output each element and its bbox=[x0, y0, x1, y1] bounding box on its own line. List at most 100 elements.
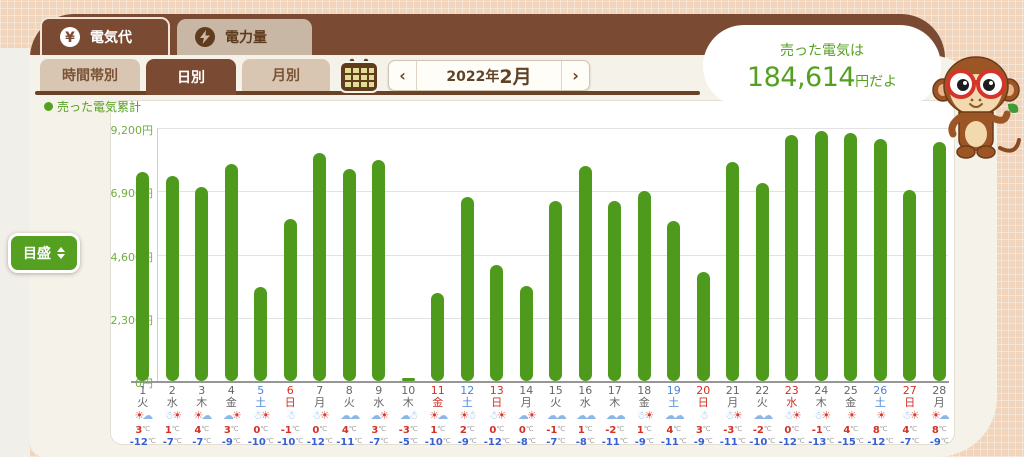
day-column: 11 金 ☀☁ 1℃ -10℃ bbox=[423, 128, 453, 448]
bar-zone bbox=[313, 128, 327, 381]
day-weekday: 火 bbox=[550, 396, 562, 409]
chart-bar[interactable] bbox=[932, 142, 946, 381]
weather-icons: ☀☁ bbox=[134, 409, 153, 424]
bar-zone bbox=[165, 128, 179, 381]
high-temp: -3℃ bbox=[723, 425, 743, 436]
chart-bar[interactable] bbox=[873, 139, 887, 381]
low-temp: -7℃ bbox=[369, 437, 389, 448]
high-temp: 1℃ bbox=[164, 425, 180, 436]
sun-icon: ☀ bbox=[231, 409, 242, 422]
weather-icons: ☀☃ bbox=[459, 409, 477, 424]
yen-icon: ¥ bbox=[60, 27, 80, 47]
chart-bar[interactable] bbox=[342, 169, 356, 381]
weather-icons: ☃☀ bbox=[725, 409, 743, 424]
chart-bar[interactable] bbox=[667, 221, 681, 381]
day-weekday: 木 bbox=[815, 396, 827, 409]
prev-month-button[interactable]: ‹ bbox=[389, 61, 417, 90]
chart-bar[interactable] bbox=[755, 183, 769, 381]
next-month-button[interactable]: › bbox=[561, 61, 589, 90]
low-temp: -10℃ bbox=[424, 437, 451, 448]
chart-bar[interactable] bbox=[224, 164, 238, 381]
high-temp: 2℃ bbox=[459, 425, 475, 436]
high-temp: -1℃ bbox=[546, 425, 566, 436]
day-column: 9 水 ☁☀ 3℃ -7℃ bbox=[364, 128, 394, 448]
chart-bar[interactable] bbox=[696, 272, 710, 381]
day-column: 28 月 ☀☁ 8℃ -9℃ bbox=[925, 128, 955, 448]
gridline bbox=[131, 381, 949, 383]
chart-bar[interactable] bbox=[313, 153, 327, 381]
high-temp: 1℃ bbox=[636, 425, 652, 436]
calendar-icon[interactable] bbox=[338, 56, 380, 94]
chart-bar[interactable] bbox=[372, 160, 386, 381]
low-temp: -10℃ bbox=[277, 437, 304, 448]
snow-icon: ☃ bbox=[408, 409, 419, 422]
day-column: 5 土 ☃☀ 0℃ -10℃ bbox=[246, 128, 276, 448]
chart-bar[interactable] bbox=[549, 201, 563, 381]
tab-daily[interactable]: 日別 bbox=[146, 59, 236, 95]
day-column: 6 日 ☃ -1℃ -10℃ bbox=[276, 128, 306, 448]
weather-icons: ☁☀ bbox=[223, 409, 242, 424]
scale-toggle-button[interactable]: 目盛 bbox=[8, 233, 80, 273]
tab-power-amount[interactable]: 電力量 bbox=[177, 19, 312, 55]
tab-electricity-cost[interactable]: ¥ 電気代 bbox=[40, 17, 170, 55]
snow-icon: ☃ bbox=[901, 409, 912, 422]
mascot-speech-bubble: 売った電気は 184,614円だよ bbox=[703, 25, 941, 107]
sub-tab-bar: 時間帯別 日別 月別 bbox=[40, 59, 330, 95]
day-weekday: 木 bbox=[402, 396, 414, 409]
chart-bar[interactable] bbox=[578, 166, 592, 381]
chart-bar[interactable] bbox=[785, 135, 799, 381]
day-number: 6 bbox=[286, 384, 294, 397]
chart-bar[interactable] bbox=[726, 162, 740, 381]
day-number: 2 bbox=[168, 384, 176, 397]
chart-bar[interactable] bbox=[637, 191, 651, 381]
day-number: 27 bbox=[902, 384, 917, 397]
cloud-icon: ☁ bbox=[555, 409, 567, 422]
day-number: 22 bbox=[755, 384, 770, 397]
period-label: 2022年 2月 bbox=[417, 61, 561, 90]
cloud-icon: ☁ bbox=[762, 409, 773, 422]
chart-bar[interactable] bbox=[431, 293, 445, 381]
chart-bar[interactable] bbox=[283, 219, 297, 381]
day-weekday: 月 bbox=[520, 396, 532, 409]
day-weekday: 土 bbox=[461, 396, 473, 409]
chart-bar[interactable] bbox=[608, 201, 622, 381]
chart-bar[interactable] bbox=[519, 286, 533, 381]
high-temp: 8℃ bbox=[872, 425, 888, 436]
chart-bar[interactable] bbox=[254, 287, 268, 381]
snow-icon: ☃ bbox=[311, 409, 322, 422]
day-column: 10 木 ☁☃ -3℃ -5℃ bbox=[394, 128, 424, 448]
day-weekday: 月 bbox=[727, 396, 739, 409]
chart-bar[interactable] bbox=[401, 378, 415, 381]
sun-icon: ☀ bbox=[172, 409, 182, 422]
low-temp: -8℃ bbox=[516, 437, 536, 448]
weather-icons: ☁☁ bbox=[665, 409, 685, 424]
sun-icon: ☀ bbox=[821, 409, 831, 422]
tab-by-time-band[interactable]: 時間帯別 bbox=[40, 59, 140, 91]
bar-zone bbox=[844, 128, 858, 381]
chart-bar[interactable] bbox=[844, 133, 858, 381]
tab-monthly[interactable]: 月別 bbox=[242, 59, 330, 91]
cloud-icon: ☁ bbox=[576, 409, 587, 422]
high-temp: 0℃ bbox=[518, 425, 534, 436]
day-weekday: 木 bbox=[196, 396, 208, 409]
low-temp: -12℃ bbox=[483, 437, 510, 448]
bar-zone bbox=[372, 128, 386, 381]
chart-card: 9,200円 6,900円 4,600円 2,300円 0円 1 火 ☀☁ 3℃ -12℃ 2 水 ☃☀… bbox=[110, 100, 955, 448]
chart-bar[interactable] bbox=[903, 190, 917, 381]
day-number: 12 bbox=[460, 384, 475, 397]
low-temp: -11℃ bbox=[660, 437, 687, 448]
high-temp: 3℃ bbox=[223, 425, 239, 436]
legend-dot-icon bbox=[44, 102, 53, 111]
chart-bar[interactable] bbox=[136, 172, 150, 381]
chart-bar[interactable] bbox=[195, 187, 209, 381]
sun-icon: ☀ bbox=[496, 409, 507, 422]
sun-icon: ☀ bbox=[459, 409, 469, 422]
weather-icons: ☁☁ bbox=[576, 409, 596, 424]
chart-bar[interactable] bbox=[814, 131, 828, 381]
chart-bar[interactable] bbox=[460, 197, 474, 381]
chart-bar[interactable] bbox=[165, 176, 179, 381]
weather-icons: ☃ bbox=[699, 409, 709, 424]
chart-bar[interactable] bbox=[490, 265, 504, 381]
sun-icon: ☀ bbox=[930, 409, 941, 422]
bar-zone bbox=[254, 128, 268, 381]
